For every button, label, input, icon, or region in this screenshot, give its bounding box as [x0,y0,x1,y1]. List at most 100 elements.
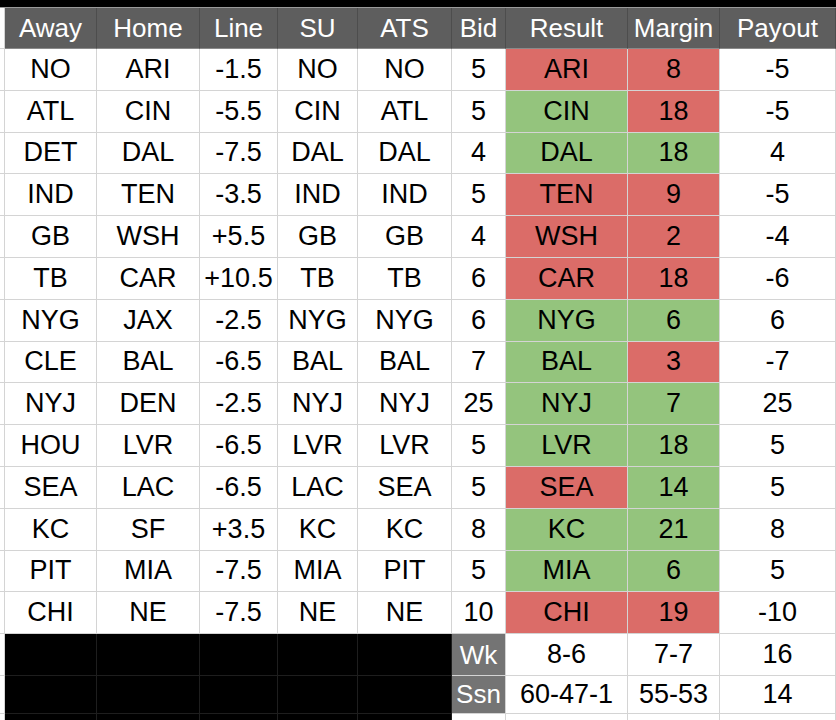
cell-home[interactable]: BAL [97,342,200,384]
cell-away[interactable]: GB [5,216,97,258]
cell-su[interactable]: NE [278,592,358,634]
cell-margin[interactable]: 18 [628,425,720,467]
cell-payout[interactable]: -4 [720,216,836,258]
cell-ats[interactable]: DAL [358,133,452,175]
cell-line[interactable]: +10.5 [200,258,278,300]
cell-away[interactable]: NYG [5,300,97,342]
cell-margin[interactable]: 2 [628,216,720,258]
cell-home[interactable]: WSH [97,216,200,258]
cell-margin[interactable]: 18 [628,258,720,300]
footer-result[interactable]: 60-47-1 [506,676,628,714]
cell-away[interactable]: PIT [5,551,97,593]
cell-bid[interactable]: 5 [452,49,506,91]
cell-home[interactable]: DAL [97,133,200,175]
cell-home[interactable]: DEN [97,383,200,425]
cell-su[interactable]: TB [278,258,358,300]
cell-su[interactable]: LAC [278,467,358,509]
cell-line[interactable]: -2.5 [200,300,278,342]
cell-bid[interactable]: 5 [452,551,506,593]
cell-line[interactable]: -6.5 [200,467,278,509]
cell-su[interactable]: MIA [278,551,358,593]
cell-line[interactable]: -7.5 [200,592,278,634]
footer-payout[interactable]: 14 [720,676,836,714]
cell-result[interactable]: NYJ [506,383,628,425]
cell-margin[interactable]: 18 [628,91,720,133]
cell-result[interactable]: CHI [506,592,628,634]
cell-su[interactable]: NYJ [278,383,358,425]
cell-home[interactable]: LAC [97,467,200,509]
cell-ats[interactable]: SEA [358,467,452,509]
cell-result[interactable]: WSH [506,216,628,258]
cell-line[interactable]: -6.5 [200,425,278,467]
cell-away[interactable]: NO [5,49,97,91]
cell-su[interactable]: DAL [278,133,358,175]
footer-margin[interactable]: 7-7 [628,634,720,676]
footer-result[interactable]: 8-6 [506,634,628,676]
cell-margin[interactable]: 6 [628,300,720,342]
cell-payout[interactable]: 8 [720,509,836,551]
cell-bid[interactable]: 7 [452,342,506,384]
cell-result[interactable]: ARI [506,49,628,91]
cell-home[interactable]: TEN [97,174,200,216]
cell-su[interactable]: IND [278,174,358,216]
cell-away[interactable]: CHI [5,592,97,634]
cell-payout[interactable]: -5 [720,91,836,133]
cell-ats[interactable]: NYG [358,300,452,342]
cell-su[interactable]: LVR [278,425,358,467]
cell-away[interactable]: ATL [5,91,97,133]
cell-margin[interactable]: 14 [628,467,720,509]
cell-payout[interactable]: -10 [720,592,836,634]
cell-home[interactable]: LVR [97,425,200,467]
footer-payout[interactable]: 16 [720,634,836,676]
cell-bid[interactable]: 25 [452,383,506,425]
cell-bid[interactable]: 5 [452,467,506,509]
cell-bid[interactable]: 5 [452,425,506,467]
cell-home[interactable]: SF [97,509,200,551]
cell-line[interactable]: -7.5 [200,133,278,175]
cell-away[interactable]: CLE [5,342,97,384]
cell-bid[interactable]: 5 [452,174,506,216]
cell-margin[interactable]: 19 [628,592,720,634]
header-margin[interactable]: Margin [628,8,720,49]
cell-ats[interactable]: IND [358,174,452,216]
cell-payout[interactable]: 6 [720,300,836,342]
footer-margin[interactable]: 55-53 [628,676,720,714]
cell-payout[interactable]: 5 [720,551,836,593]
cell-margin[interactable]: 9 [628,174,720,216]
cell-home[interactable]: CAR [97,258,200,300]
cell-margin[interactable]: 18 [628,133,720,175]
cell-result[interactable]: TEN [506,174,628,216]
cell-ats[interactable]: NO [358,49,452,91]
cell-payout[interactable]: -5 [720,174,836,216]
header-payout[interactable]: Payout [720,8,836,49]
footer-label[interactable]: Wk [452,634,506,676]
cell-bid[interactable]: 4 [452,133,506,175]
cell-home[interactable]: JAX [97,300,200,342]
header-ats[interactable]: ATS [358,8,452,49]
cell-home[interactable]: ARI [97,49,200,91]
header-home[interactable]: Home [97,8,200,49]
header-result[interactable]: Result [506,8,628,49]
cell-home[interactable]: NE [97,592,200,634]
cell-payout[interactable]: 25 [720,383,836,425]
cell-home[interactable]: MIA [97,551,200,593]
cell-payout[interactable]: -6 [720,258,836,300]
cell-su[interactable]: KC [278,509,358,551]
cell-away[interactable]: NYJ [5,383,97,425]
cell-away[interactable]: KC [5,509,97,551]
cell-margin[interactable]: 21 [628,509,720,551]
cell-result[interactable]: CIN [506,91,628,133]
footer-label[interactable]: Ssn [452,676,506,714]
cell-line[interactable]: +3.5 [200,509,278,551]
cell-ats[interactable]: PIT [358,551,452,593]
cell-result[interactable]: LVR [506,425,628,467]
cell-line[interactable]: -2.5 [200,383,278,425]
cell-payout[interactable]: 4 [720,133,836,175]
cell-su[interactable]: NO [278,49,358,91]
cell-away[interactable]: SEA [5,467,97,509]
cell-margin[interactable]: 8 [628,49,720,91]
cell-margin[interactable]: 3 [628,342,720,384]
cell-away[interactable]: IND [5,174,97,216]
cell-result[interactable]: CAR [506,258,628,300]
cell-result[interactable]: KC [506,509,628,551]
